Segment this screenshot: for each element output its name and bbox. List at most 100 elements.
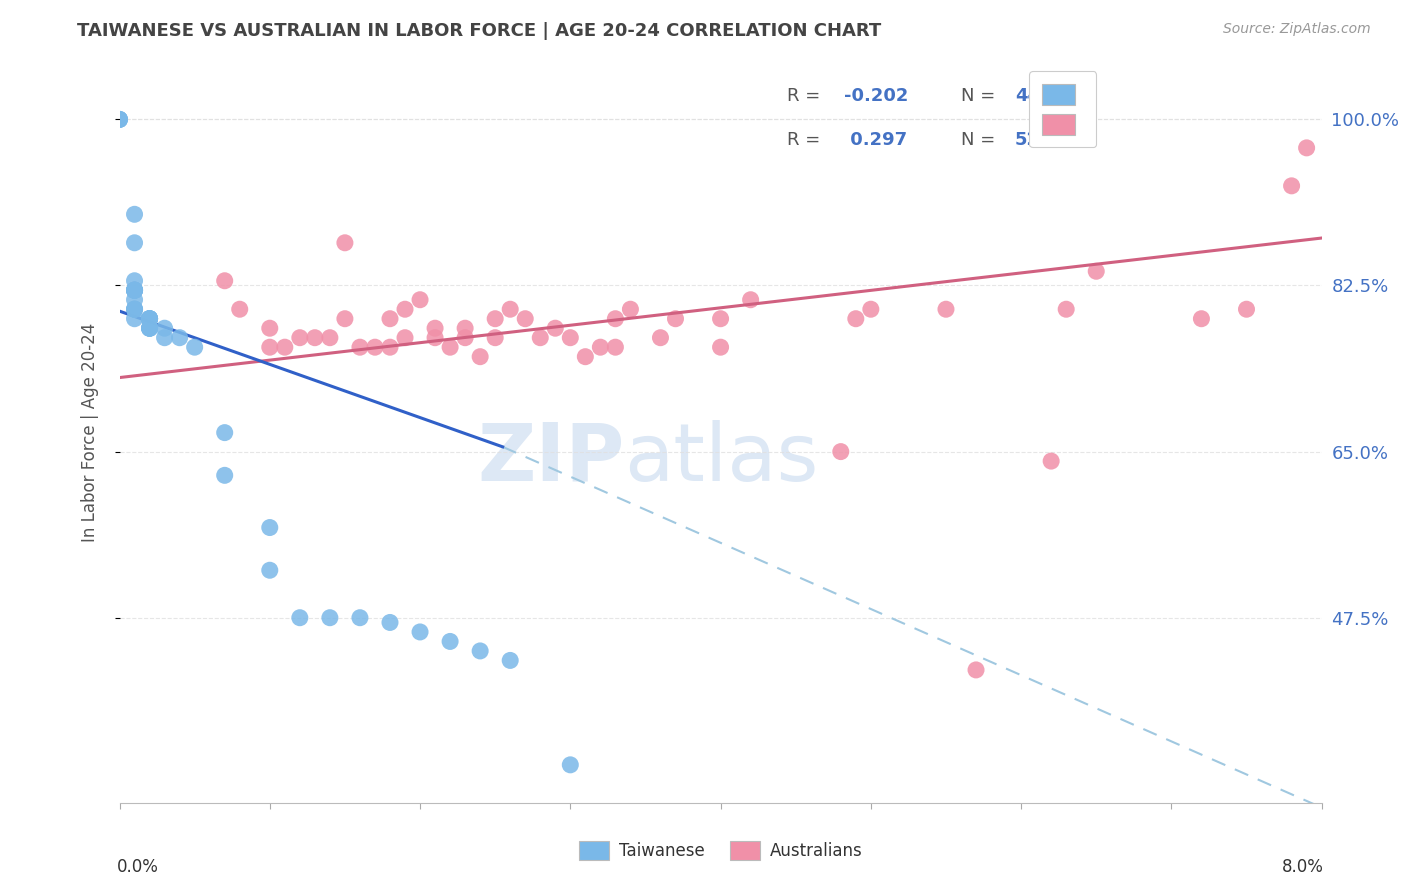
- Point: [153, 321, 176, 335]
- Point: [288, 611, 311, 625]
- Point: [304, 331, 326, 345]
- Point: [138, 311, 160, 326]
- Point: [619, 302, 641, 317]
- Point: [124, 235, 146, 250]
- Point: [333, 235, 356, 250]
- Point: [183, 340, 205, 354]
- Point: [138, 321, 160, 335]
- Point: [394, 302, 416, 317]
- Point: [423, 331, 446, 345]
- Text: -0.202: -0.202: [845, 87, 908, 104]
- Point: [1189, 311, 1212, 326]
- Point: [214, 425, 236, 440]
- Point: [499, 653, 522, 667]
- Point: [709, 311, 731, 326]
- Point: [364, 340, 387, 354]
- Point: [108, 112, 131, 127]
- Point: [740, 293, 762, 307]
- Text: R =: R =: [787, 87, 825, 104]
- Text: atlas: atlas: [624, 419, 818, 498]
- Text: ZIP: ZIP: [477, 419, 624, 498]
- Point: [515, 311, 537, 326]
- Point: [124, 207, 146, 221]
- Point: [124, 302, 146, 317]
- Point: [138, 321, 160, 335]
- Point: [574, 350, 596, 364]
- Text: R =: R =: [787, 131, 825, 149]
- Point: [153, 331, 176, 345]
- Point: [124, 283, 146, 297]
- Point: [709, 340, 731, 354]
- Point: [589, 340, 612, 354]
- Point: [1085, 264, 1108, 278]
- Text: 44: 44: [1015, 87, 1040, 104]
- Point: [138, 311, 160, 326]
- Point: [423, 321, 446, 335]
- Point: [484, 311, 506, 326]
- Point: [124, 283, 146, 297]
- Point: [259, 520, 281, 534]
- Point: [108, 112, 131, 127]
- Point: [409, 293, 432, 307]
- Point: [288, 331, 311, 345]
- Point: [214, 274, 236, 288]
- Point: [529, 331, 551, 345]
- Point: [124, 293, 146, 307]
- Point: [439, 634, 461, 648]
- Point: [124, 302, 146, 317]
- Point: [394, 331, 416, 345]
- Point: [138, 321, 160, 335]
- Text: 8.0%: 8.0%: [1282, 858, 1324, 876]
- Point: [1040, 454, 1063, 468]
- Point: [439, 340, 461, 354]
- Point: [169, 331, 191, 345]
- Point: [1236, 302, 1258, 317]
- Point: [349, 611, 371, 625]
- Text: N =: N =: [962, 87, 1001, 104]
- Text: TAIWANESE VS AUSTRALIAN IN LABOR FORCE | AGE 20-24 CORRELATION CHART: TAIWANESE VS AUSTRALIAN IN LABOR FORCE |…: [77, 22, 882, 40]
- Point: [859, 302, 882, 317]
- Point: [378, 615, 401, 630]
- Point: [124, 283, 146, 297]
- Point: [138, 321, 160, 335]
- Point: [560, 331, 582, 345]
- Point: [1281, 178, 1303, 193]
- Point: [468, 644, 492, 658]
- Point: [544, 321, 567, 335]
- Point: [499, 302, 522, 317]
- Point: [605, 311, 627, 326]
- Y-axis label: In Labor Force | Age 20-24: In Labor Force | Age 20-24: [80, 323, 98, 542]
- Point: [1054, 302, 1077, 317]
- Point: [349, 340, 371, 354]
- Point: [650, 331, 672, 345]
- Point: [965, 663, 987, 677]
- Point: [935, 302, 957, 317]
- Point: [124, 283, 146, 297]
- Point: [664, 311, 686, 326]
- Point: [454, 331, 477, 345]
- Point: [845, 311, 868, 326]
- Legend: Taiwanese, Australians: Taiwanese, Australians: [571, 832, 870, 869]
- Point: [319, 611, 342, 625]
- Text: Source: ZipAtlas.com: Source: ZipAtlas.com: [1223, 22, 1371, 37]
- Point: [138, 311, 160, 326]
- Text: 0.0%: 0.0%: [117, 858, 159, 876]
- Point: [830, 444, 852, 458]
- Point: [1295, 141, 1317, 155]
- Point: [259, 321, 281, 335]
- Point: [319, 331, 342, 345]
- Point: [228, 302, 252, 317]
- Point: [124, 283, 146, 297]
- Point: [409, 624, 432, 639]
- Point: [605, 340, 627, 354]
- Point: [138, 311, 160, 326]
- Point: [138, 311, 160, 326]
- Point: [124, 311, 146, 326]
- Point: [454, 321, 477, 335]
- Text: N =: N =: [962, 131, 1001, 149]
- Point: [259, 340, 281, 354]
- Point: [468, 350, 492, 364]
- Point: [560, 757, 582, 772]
- Point: [333, 311, 356, 326]
- Point: [378, 311, 401, 326]
